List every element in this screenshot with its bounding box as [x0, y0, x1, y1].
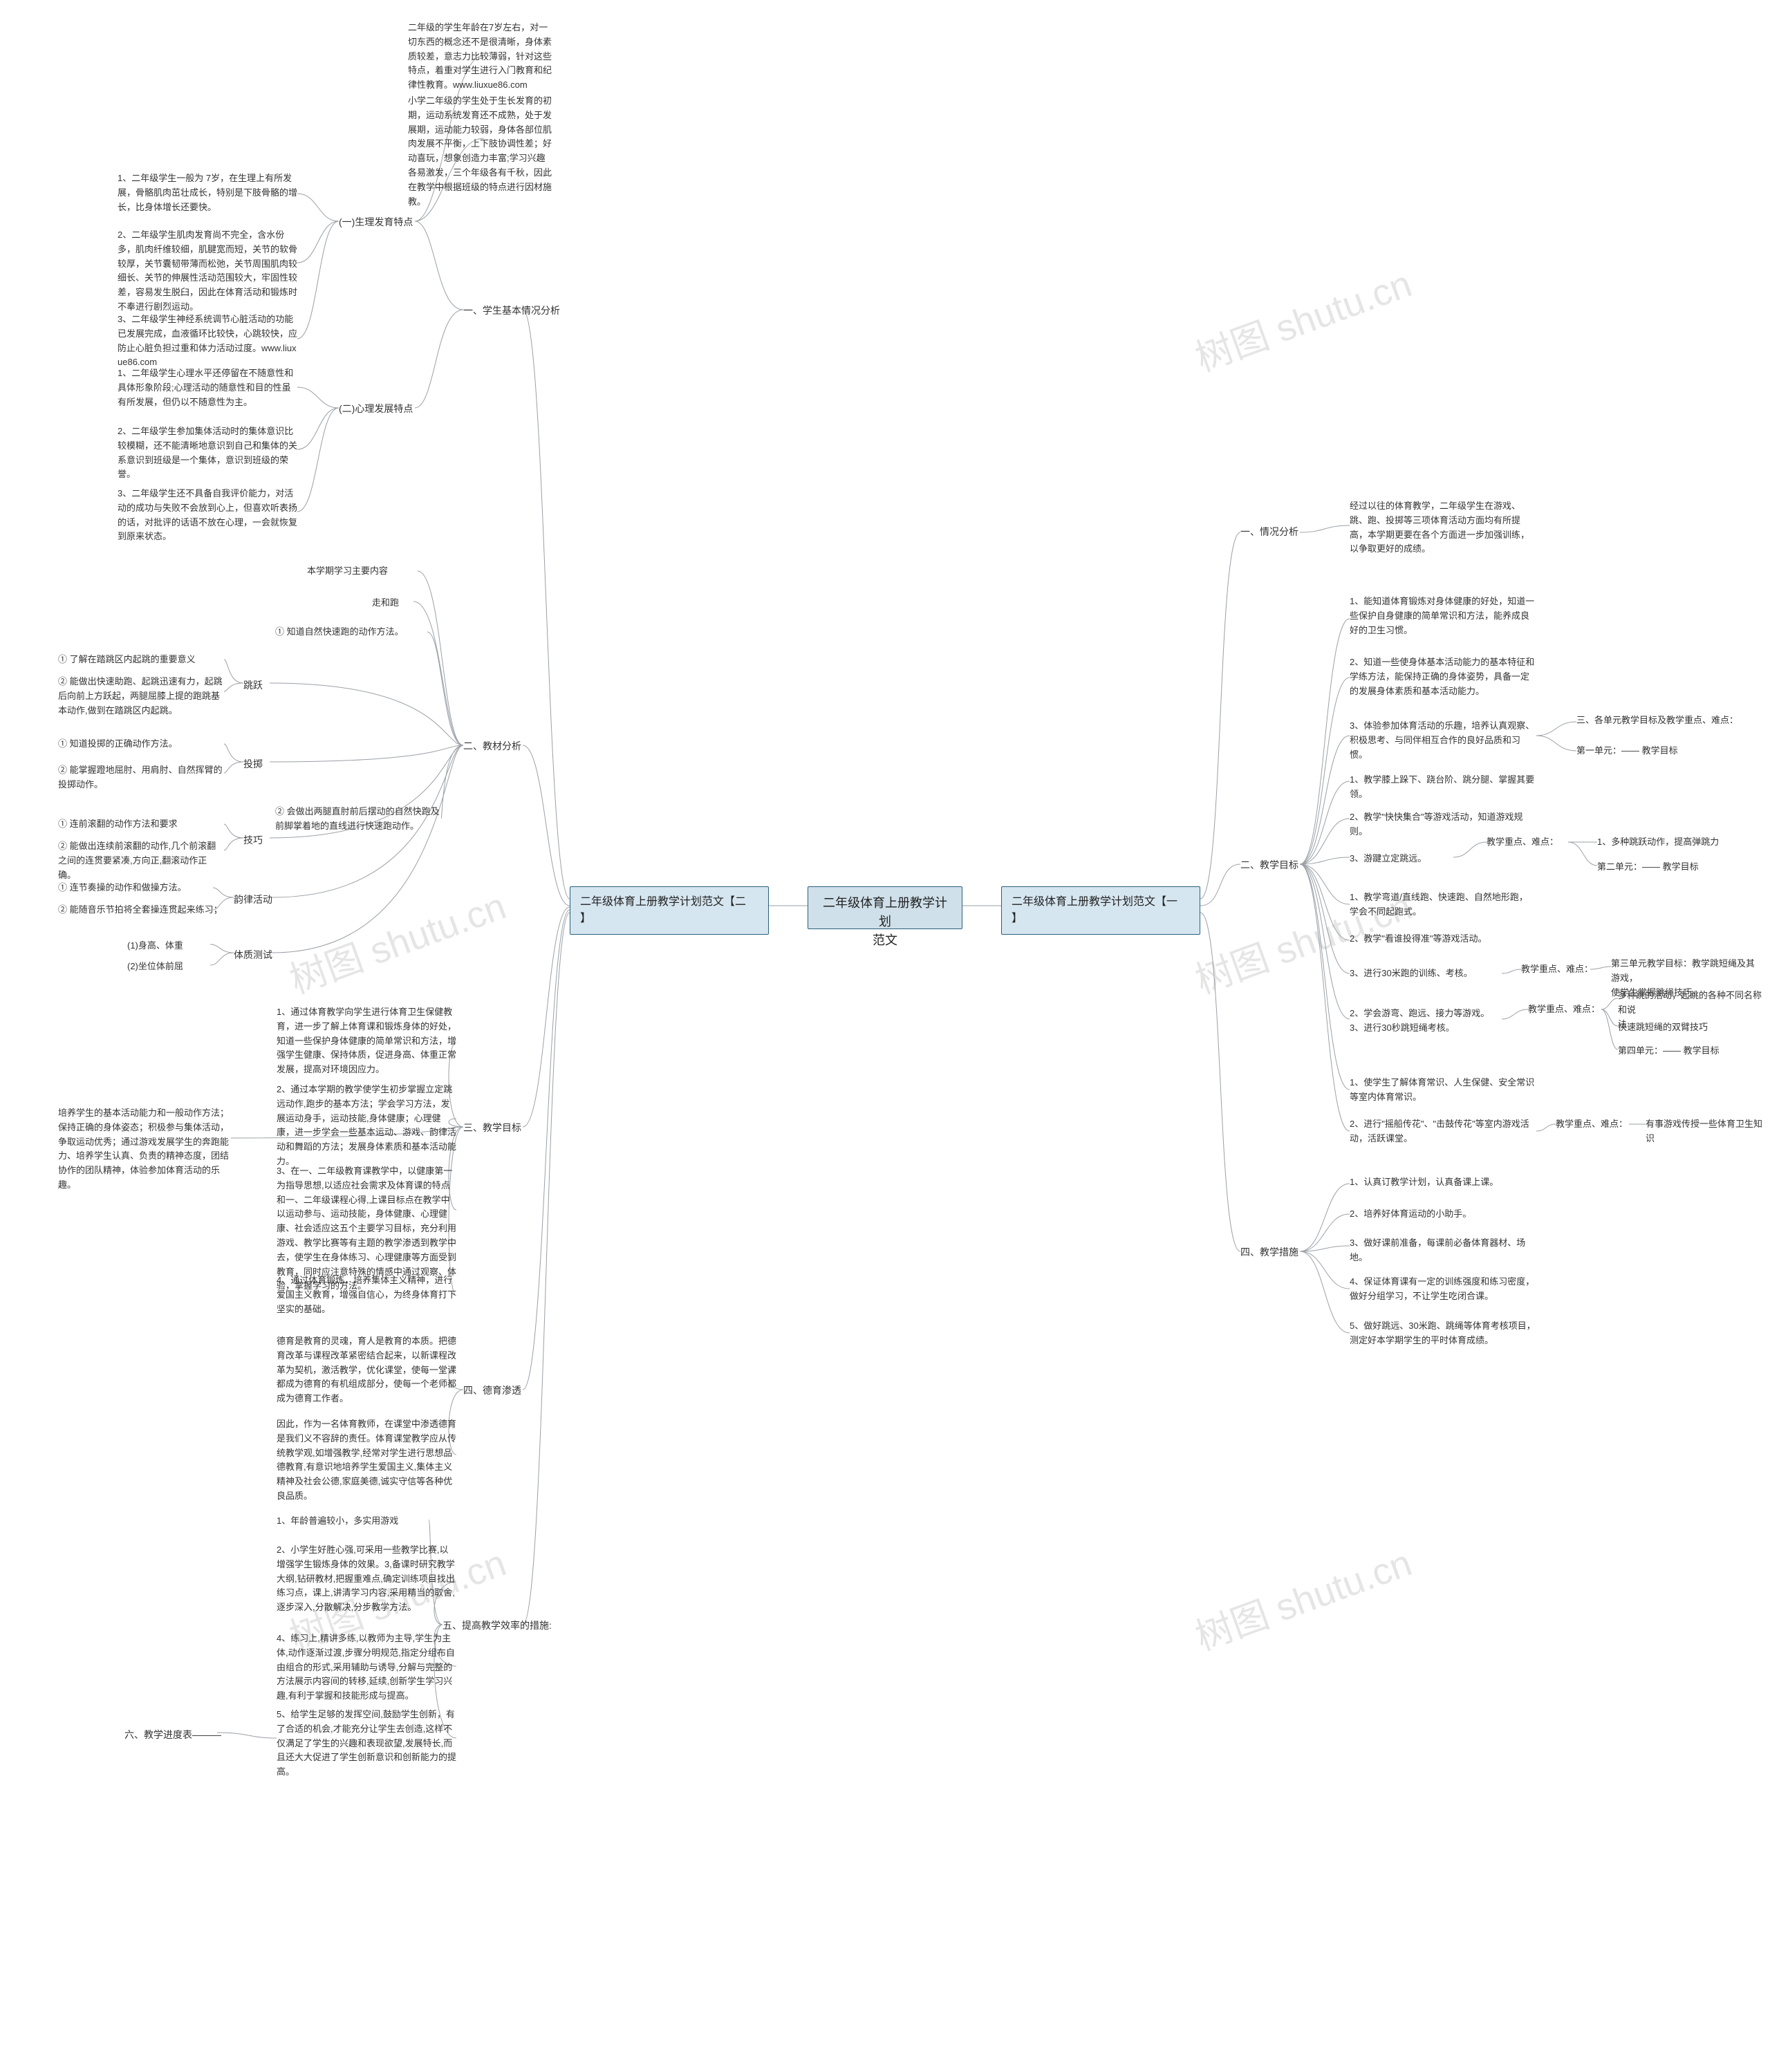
leaf-text: 2、教学"看谁投得准"等游戏活动。: [1350, 932, 1536, 946]
leaf-text: 1、教学弯道/直线跑、快速跑、自然地形跑，学会不同起跑式。: [1350, 890, 1536, 920]
leaf-text: ① 了解在踏跳区内起跳的重要意义: [58, 653, 217, 667]
branch-label: 四、教学措施: [1240, 1244, 1298, 1260]
mindmap-canvas: 树图 shutu.cn 树图 shutu.cn 树图 shutu.cn 树图 s…: [0, 0, 1770, 2072]
leaf-text: 3、进行30米跑的训练、考核。: [1350, 967, 1502, 981]
leaf-text: 1、二年级学生心理水平还停留在不随意性和具体形象阶段;心理活动的随意性和目的性虽…: [118, 366, 297, 409]
sub-label: 技巧: [243, 832, 263, 848]
leaf-text: 2、二年级学生肌肉发育尚不完全，含水份多，肌肉纤维较细，肌腱宽而短，关节的软骨较…: [118, 228, 297, 315]
leaf-text: 2、学会游弯、跑远、接力等游戏。3、进行30秒跳短绳考核。: [1350, 1007, 1502, 1036]
branch-label: 三、教学目标: [463, 1120, 521, 1135]
leaf-text: ① 知道自然快速跑的动作方法。: [275, 625, 427, 640]
leaf-text: 3、二年级学生神经系统调节心脏活动的功能已发展完成，血液循环比较快，心跳较快，应…: [118, 312, 297, 370]
leaf-text: 4、保证体育课有一定的训练强度和练习密度，做好分组学习，不让学生吃闭合课。: [1350, 1275, 1536, 1304]
leaf-text: 第一单元：—— 教学目标: [1576, 744, 1678, 758]
leaf-text: 教学重点、难点：: [1556, 1117, 1628, 1132]
sub-label: (二)心理发展特点: [339, 401, 413, 416]
leaf-text: 小学二年级的学生处于生长发育的初期，运动系统发育还不成熟，处于发展期，运动能力较…: [408, 94, 553, 209]
leaf-text: 教学重点、难点：: [1521, 962, 1593, 977]
leaf-text: 本学期学习主要内容: [307, 564, 418, 579]
leaf-text: 快速跳短绳的双臂技巧: [1618, 1020, 1708, 1035]
leaf-text: 走和跑: [372, 596, 399, 610]
branch-node-left: 二年级体育上册教学计划范文【二 】: [570, 886, 769, 935]
watermark: 树图 shutu.cn: [1186, 1532, 1417, 1661]
leaf-text: 3、体验参加体育活动的乐趣，培养认真观察、积极思考、与同伴相互合作的良好品质和习…: [1350, 719, 1536, 762]
leaf-text: 1、使学生了解体育常识、人生保健、安全常识等室内体育常识。: [1350, 1076, 1536, 1105]
leaf-text: 1、年龄普遍较小，多实用游戏: [277, 1514, 429, 1529]
branch-label: 一、情况分析: [1240, 524, 1298, 539]
leaf-text: 1、认真订教学计划，认真备课上课。: [1350, 1175, 1536, 1190]
watermark: 树图 shutu.cn: [281, 875, 512, 1004]
leaf-text: 培养学生的基本活动能力和一般动作方法；保持正确的身体姿态；积极参与集体活动，争取…: [58, 1106, 231, 1193]
sub-label: 投掷: [243, 756, 263, 772]
leaf-text: ② 能掌握蹬地屈肘、用肩肘、自然挥臂的投掷动作。: [58, 763, 224, 792]
root-node: 二年级体育上册教学计划 范文: [808, 886, 962, 929]
sub-label: 跳跃: [243, 678, 263, 693]
watermark: 树图 shutu.cn: [1186, 253, 1417, 382]
leaf-text: 4、练习上,精讲多练,以教师为主导,学生为主体,动作逐渐过渡,步骤分明规范,指定…: [277, 1632, 456, 1704]
leaf-text: 2、二年级学生参加集体活动时的集体意识比较模糊，还不能清晰地意识到自己和集体的关…: [118, 424, 297, 482]
leaf-text: 有事游戏传授一些体育卫生知识: [1646, 1117, 1770, 1146]
branch-label: 二、教材分析: [463, 738, 521, 754]
leaf-text: 教学重点、难点：: [1528, 1002, 1600, 1017]
leaf-text: 因此，作为一名体育教师，在课堂中渗透德育是我们义不容辞的责任。体育课堂教学应从传…: [277, 1417, 456, 1504]
leaf-text: 3、游踺立定跳远。: [1350, 852, 1453, 866]
branch-label: 五、提高教学效率的措施:: [442, 1618, 560, 1633]
leaf-text: (1)身高、体重: [127, 939, 210, 953]
leaf-text: 4、通过体育锻炼，培养集体主义精神，进行爱国主义教育，增强自信心，为终身体育打下…: [277, 1273, 456, 1316]
leaf-text: ② 能做出连续前滚翻的动作,几个前滚翻之间的连贯要紧凑,方向正,翻滚动作正确。: [58, 839, 224, 882]
leaf-text: 2、进行"摇船传花"、"击鼓传花"等室内游戏活动，活跃课堂。: [1350, 1117, 1536, 1146]
leaf-text: 2、知道一些使身体基本活动能力的基本特征和学练方法，能保持正确的身体姿势，具备一…: [1350, 655, 1536, 698]
leaf-text: 德育是教育的灵魂，育人是教育的本质。把德育改革与课程改革紧密结合起来，以新课程改…: [277, 1334, 456, 1406]
leaf-text: 2、通过本学期的教学使学生初步掌握立定跳远动作,跑步的基本方法；学会学习方法，发…: [277, 1083, 456, 1169]
leaf-text: 教学重点、难点：: [1487, 835, 1558, 850]
leaf-text: 1、教学膝上跺下、跷台阶、跳分腿、掌握其要领。: [1350, 773, 1536, 802]
leaf-text: 3、做好课前准备，每课前必备体育器材、场地。: [1350, 1236, 1536, 1265]
leaf-text: ② 会做出两腿直肘前后摆动的自然快跑及前脚掌着地的直线进行快速跑动作。: [275, 805, 441, 834]
leaf-text: 第二单元：—— 教学目标: [1597, 860, 1699, 875]
branch-label: 六、教学进度表———: [124, 1727, 221, 1742]
leaf-text: ① 连前滚翻的动作方法和要求: [58, 817, 217, 832]
leaf-text: 2、小学生好胜心强,可采用一些教学比赛,以增强学生锻炼身体的效果。3,备课时研究…: [277, 1543, 456, 1615]
leaf-text: 三、各单元教学目标及教学重点、难点：: [1576, 713, 1749, 728]
leaf-text: (2)坐位体前屈: [127, 960, 210, 974]
sub-label: 韵律活动: [234, 892, 272, 907]
leaf-text: 第四单元：—— 教学目标: [1618, 1044, 1720, 1058]
leaf-text: 1、通过体育教学向学生进行体育卫生保健教育，进一步了解上体育课和锻炼身体的好处，…: [277, 1005, 456, 1077]
leaf-text: 5、给学生足够的发挥空间,鼓励学生创新，有了合适的机会,才能充分让学生去创造,这…: [277, 1708, 456, 1780]
sub-label: (一)生理发育特点: [339, 214, 413, 230]
sub-label: 体质测试: [234, 947, 272, 962]
leaf-text: 经过以往的体育教学，二年级学生在游戏、跳、跑、投掷等三项体育活动方面均有所提高，…: [1350, 499, 1529, 557]
leaf-text: 3、二年级学生还不具备自我评价能力，对活动的成功与失败不会放到心上，但喜欢听表扬…: [118, 487, 297, 544]
leaf-text: ① 连节奏操的动作和做操方法。: [58, 881, 217, 895]
leaf-text: 1、二年级学生一般为 7岁，在生理上有所发展，骨骼肌肉茁壮成长，特别是下肢骨骼的…: [118, 171, 297, 214]
leaf-text: 1、能知道体育锻炼对身体健康的好处，知道一些保护自身健康的简单常识和方法，能养成…: [1350, 595, 1536, 637]
branch-label: 一、学生基本情况分析: [463, 303, 560, 318]
leaf-text: 2、培养好体育运动的小助手。: [1350, 1207, 1536, 1222]
leaf-text: 二年级的学生年龄在7岁左右，对一切东西的概念还不是很清晰，身体素质较差，意志力比…: [408, 21, 553, 93]
leaf-text: 5、做好跳远、30米跑、跳绳等体育考核项目，测定好本学期学生的平时体育成绩。: [1350, 1319, 1536, 1348]
branch-label: 四、德育渗透: [463, 1383, 521, 1398]
leaf-text: 1、多种跳跃动作，提高弹跳力: [1597, 835, 1749, 850]
branch-label: 二、教学目标: [1240, 857, 1298, 872]
branch-node-right: 二年级体育上册教学计划范文【一 】: [1001, 886, 1200, 935]
leaf-text: ② 能随音乐节拍将全套操连贯起来练习；: [58, 903, 224, 917]
leaf-text: ① 知道投掷的正确动作方法。: [58, 737, 217, 752]
leaf-text: ② 能做出快速助跑、起跳迅速有力，起跳后向前上方跃起，两腿屈膝上提的跑跳基本动作…: [58, 675, 224, 718]
